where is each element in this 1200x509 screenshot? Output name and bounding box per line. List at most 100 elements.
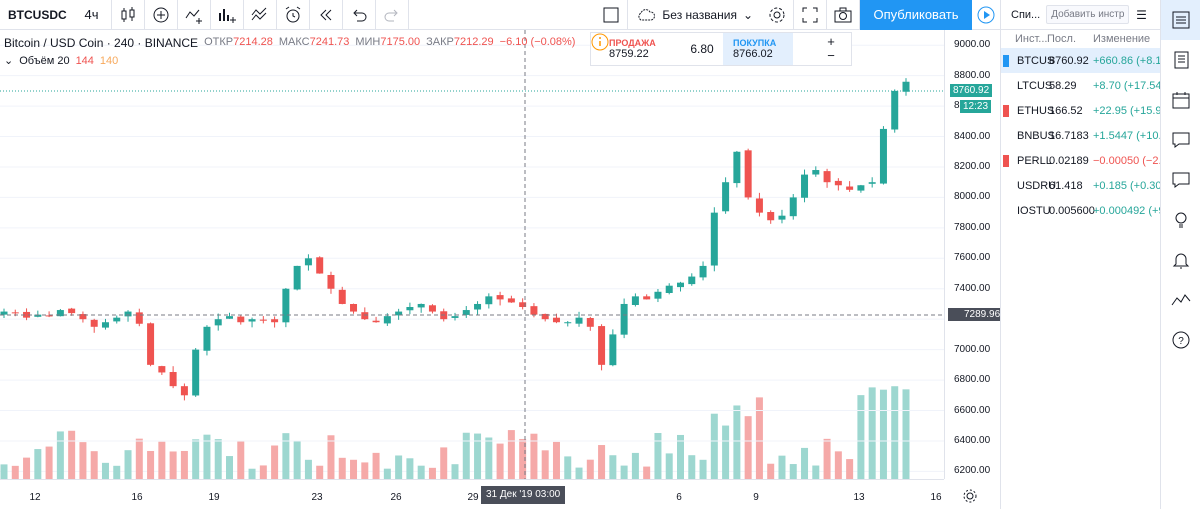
flag-icon[interactable] [1003, 80, 1009, 92]
flag-icon[interactable] [1003, 104, 1009, 117]
row-change: +8.70 (+17.54 [1093, 79, 1160, 92]
col-symbol[interactable]: Инст... [1015, 33, 1048, 45]
help-button[interactable]: ? [1161, 320, 1200, 360]
volume-bar [23, 457, 31, 479]
indicators-button[interactable] [178, 0, 211, 30]
flag-icon[interactable] [1003, 180, 1009, 192]
price-chart[interactable] [0, 30, 1000, 509]
candle-body [45, 315, 53, 317]
watchlist-tab[interactable]: Спи... [1011, 8, 1041, 21]
flag-icon[interactable] [1003, 205, 1009, 217]
candles-icon [121, 6, 135, 22]
scale-settings-icon[interactable] [962, 488, 978, 504]
chats-button[interactable] [1161, 160, 1200, 200]
interval-selector[interactable]: 4ч [72, 0, 112, 30]
volume-bar [857, 395, 865, 479]
watchlist-rows: BTCUS 8760.92 +660.86 (+8.1 LTCUS 58.29 +8.70… [1001, 48, 1160, 223]
notifications-button[interactable] [1161, 240, 1200, 280]
candle-body [767, 212, 775, 221]
watchlist-row[interactable]: LTCUS 58.29 +8.70 (+17.54 [1001, 73, 1160, 98]
volume-bar [519, 438, 527, 479]
calendar-button[interactable] [1161, 80, 1200, 120]
watchlist-row[interactable]: USDRU 61.418 +0.185 (+0.30 [1001, 173, 1160, 198]
watchlist-row[interactable]: IOSTU 0.005600 +0.000492 (+9 [1001, 198, 1160, 223]
candle-body [823, 171, 831, 183]
price-scale[interactable] [944, 30, 1000, 479]
row-last: 0.02189 [1049, 154, 1089, 167]
buy-price: 8766.02 [733, 48, 773, 60]
chart-type-button[interactable] [112, 0, 145, 30]
wave-icon [1171, 294, 1191, 306]
candle-body [812, 170, 820, 175]
candle-body [11, 312, 19, 314]
col-last[interactable]: Посл. [1047, 33, 1076, 45]
volume-bar [214, 439, 222, 479]
data-window-button[interactable] [1161, 40, 1200, 80]
volume-bar [56, 431, 64, 479]
row-last: 0.005600 [1049, 204, 1095, 217]
volume-bar [507, 430, 515, 479]
sell-button[interactable]: ПРОДАЖА 8759.22 [591, 38, 681, 60]
candle-body [519, 302, 527, 308]
candle-body [338, 289, 346, 304]
svg-text:?: ? [1178, 336, 1184, 347]
flag-icon[interactable] [1003, 54, 1009, 67]
chart-pane[interactable]: Bitcoin / USD Coin · 240 · BINANCE ОТКР 7… [0, 30, 1004, 509]
candle-body [846, 186, 854, 190]
volume-bar [282, 433, 290, 479]
watchlist-row[interactable]: BTCUS 8760.92 +660.86 (+8.1 [1001, 48, 1160, 73]
watchlist-row[interactable]: BNBUS 16.7183 +1.5447 (+10. [1001, 123, 1160, 148]
watchlist-tab-button[interactable] [1161, 0, 1200, 40]
watchlist-row[interactable]: ETHUS 166.52 +22.95 (+15.9 [1001, 98, 1160, 123]
volume-bar [586, 459, 594, 479]
watchlist-row[interactable]: PERLL 0.02189 −0.00050 (−2. [1001, 148, 1160, 173]
publish-button[interactable]: Опубликовать [860, 0, 972, 30]
candle-body [699, 265, 707, 278]
menu-icon[interactable]: ☰ [1136, 7, 1147, 22]
streams-button[interactable] [1161, 200, 1200, 240]
fullscreen-button[interactable] [794, 0, 827, 30]
financials-button[interactable] [211, 0, 244, 30]
top-toolbar: BTCUSDC 4ч Без названия ⌄ Опубл [0, 0, 1000, 30]
layout-menu[interactable]: Без названия ⌄ [628, 8, 761, 22]
row-last: 58.29 [1049, 79, 1077, 92]
legend-change: −6.10 (−0.08%) [499, 36, 576, 48]
add-symbol-input[interactable]: Добавить инстр [1046, 5, 1130, 24]
symbol-search[interactable]: BTCUSDC [8, 7, 67, 22]
volume-bar [147, 450, 155, 479]
buy-sell-panel: ПРОДАЖА 8759.22 6.80 ПОКУПКА 8766.02 + − [590, 32, 852, 66]
volume-bar [598, 445, 606, 479]
row-change: +22.95 (+15.9 [1093, 104, 1160, 117]
compare-button[interactable] [145, 0, 178, 30]
volume-bar [699, 459, 707, 479]
ideas-button[interactable] [1161, 120, 1200, 160]
fullscreen-layout-toggle[interactable] [595, 0, 629, 30]
time-scale[interactable] [0, 479, 944, 509]
candle-body [101, 322, 109, 328]
undo-button[interactable] [343, 0, 376, 30]
volume-bar [778, 455, 786, 479]
candle-body [677, 282, 684, 288]
col-change[interactable]: Изменение [1093, 33, 1151, 45]
flag-icon[interactable] [1003, 130, 1009, 142]
replay-button[interactable] [310, 0, 343, 30]
buy-button[interactable]: ПОКУПКА 8766.02 [723, 33, 793, 65]
settings-button[interactable] [761, 0, 794, 30]
watchlist-panel: Спи... Добавить инстр ☰ Инст... Посл. Из… [1000, 0, 1160, 509]
volume-bar [755, 397, 763, 479]
row-change: +1.5447 (+10. [1093, 129, 1160, 142]
snapshot-button[interactable] [827, 0, 860, 30]
templates-button[interactable] [244, 0, 277, 30]
volume-bar [203, 434, 211, 479]
quantity-stepper[interactable]: + − [827, 34, 835, 63]
wave-button[interactable] [1161, 280, 1200, 320]
square-icon [603, 7, 619, 22]
volume-bar [609, 455, 617, 479]
play-button[interactable] [972, 0, 1000, 30]
volume-bar [789, 464, 797, 479]
alert-button[interactable] [277, 0, 310, 30]
redo-button[interactable] [376, 0, 409, 30]
flag-icon[interactable] [1003, 154, 1009, 167]
volume-bar [192, 439, 200, 479]
collapse-chevron-icon[interactable]: ⌄ [4, 55, 14, 67]
